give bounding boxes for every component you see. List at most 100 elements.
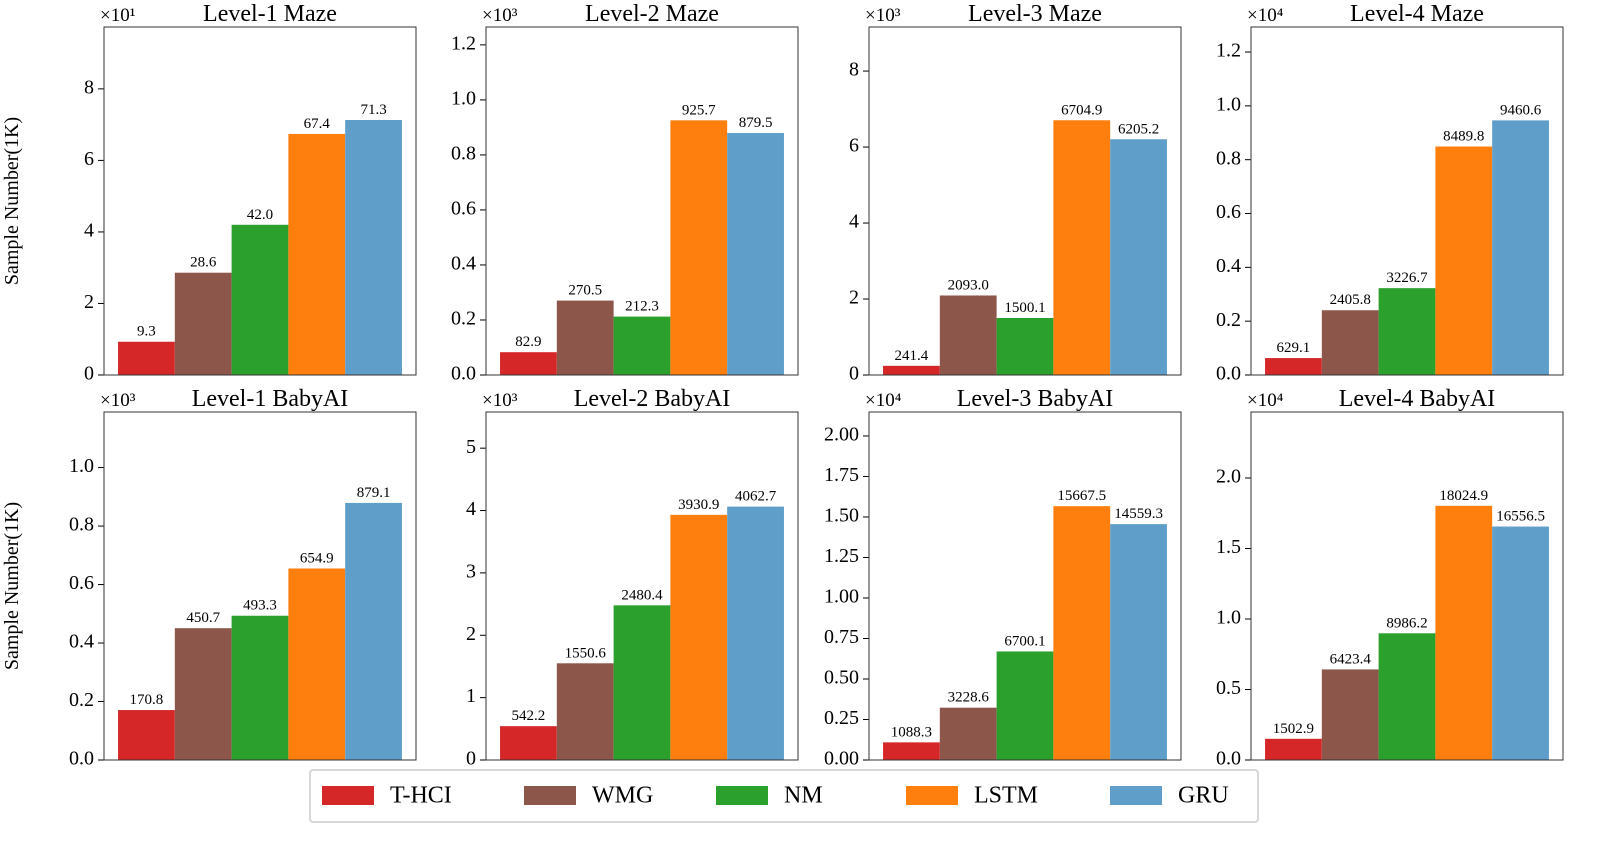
y-tick-label: 8: [84, 76, 94, 98]
bar: [613, 316, 671, 375]
axis-multiplier: ×10¹: [100, 5, 136, 26]
y-tick-label: 1.2: [451, 32, 476, 54]
plot-frame: [103, 411, 417, 761]
y-axis-label: Sample Number(1K): [1, 117, 23, 285]
value-label: 270.5: [568, 283, 602, 299]
bar: [727, 506, 784, 760]
value-label: 9.3: [137, 324, 156, 340]
y-tick-label: 0.8: [69, 514, 94, 536]
bar: [174, 272, 232, 375]
value-label: 28.6: [190, 255, 217, 271]
y-tick-label: 0.0: [1216, 748, 1241, 770]
y-tick-label: 3: [466, 560, 476, 582]
bar: [231, 615, 289, 760]
y-tick-label: 2: [84, 291, 94, 313]
chart-title: Level-4 Maze: [1350, 1, 1484, 27]
value-label: 2480.4: [621, 587, 663, 603]
value-label: 212.3: [625, 299, 659, 315]
chart-title: Level-4 BabyAI: [1339, 386, 1496, 412]
y-tick-label: 1: [466, 685, 476, 707]
plot-frame: [485, 411, 799, 761]
value-label: 629.1: [1277, 340, 1311, 356]
value-label: 241.4: [895, 348, 929, 364]
value-label: 3226.7: [1386, 270, 1428, 286]
value-label: 9460.6: [1500, 102, 1542, 118]
y-axis-label: Sample Number(1K): [1, 502, 23, 670]
value-label: 6704.9: [1061, 102, 1102, 118]
bar: [288, 568, 346, 760]
bar: [939, 707, 997, 760]
plot-frame: [868, 411, 1182, 761]
y-tick-label: 0: [84, 363, 94, 385]
value-label: 16556.5: [1496, 509, 1545, 525]
y-tick-label: 1.25: [824, 545, 859, 567]
y-tick-label: 1.50: [824, 505, 859, 527]
bar: [939, 295, 997, 375]
chart-title: Level-2 Maze: [585, 1, 719, 27]
value-label: 1088.3: [891, 724, 932, 740]
value-label: 3228.6: [948, 690, 990, 706]
y-tick-label: 0.4: [69, 631, 94, 653]
value-label: 4062.7: [735, 489, 777, 505]
bar: [1053, 120, 1111, 375]
y-tick-label: 1.5: [1216, 536, 1241, 558]
bar: [1265, 358, 1322, 375]
chart-title: Level-1 Maze: [203, 1, 337, 27]
bar: [670, 514, 728, 760]
y-tick-label: 0.0: [451, 363, 476, 385]
bar: [1265, 738, 1322, 760]
bar: [1110, 139, 1167, 375]
y-tick-label: 1.75: [824, 464, 859, 486]
bar: [118, 710, 175, 760]
y-tick-label: 0.8: [451, 143, 476, 165]
bar: [1435, 505, 1493, 760]
axis-multiplier: ×10³: [100, 390, 136, 411]
value-label: 67.4: [304, 116, 331, 132]
value-label: 71.3: [360, 102, 386, 118]
y-tick-label: 0.8: [1216, 147, 1241, 169]
y-tick-label: 0: [849, 363, 859, 385]
legend-label: WMG: [592, 783, 653, 809]
y-tick-label: 0.50: [824, 667, 859, 689]
bar: [1053, 506, 1111, 760]
legend-swatch: [524, 786, 576, 805]
legend-label: T-HCI: [390, 783, 452, 809]
plot-frame: [868, 26, 1182, 376]
bar: [613, 605, 671, 760]
legend-swatch: [906, 786, 958, 805]
y-tick-label: 1.00: [824, 586, 859, 608]
value-label: 15667.5: [1057, 488, 1106, 504]
y-tick-label: 0.2: [69, 689, 94, 711]
value-label: 6700.1: [1004, 633, 1045, 649]
y-tick-label: 0: [466, 748, 476, 770]
y-tick-label: 0.2: [451, 308, 476, 330]
value-label: 170.8: [130, 692, 164, 708]
value-label: 42.0: [247, 207, 273, 223]
value-label: 14559.3: [1114, 506, 1163, 522]
y-tick-label: 4: [466, 498, 476, 520]
bar: [556, 663, 614, 760]
y-tick-label: 0.0: [1216, 363, 1241, 385]
plot-frame: [485, 26, 799, 376]
y-tick-label: 0.4: [1216, 255, 1241, 277]
y-tick-label: 2: [466, 623, 476, 645]
value-label: 1502.9: [1273, 721, 1314, 737]
legend-swatch: [322, 786, 374, 805]
bar: [500, 352, 557, 375]
bar: [288, 133, 346, 375]
value-label: 6423.4: [1330, 651, 1372, 667]
bar: [500, 726, 557, 760]
y-tick-label: 0.6: [1216, 201, 1241, 223]
bar: [118, 341, 175, 375]
plot-frame: [103, 26, 417, 376]
axis-multiplier: ×10⁴: [1247, 390, 1284, 411]
value-label: 542.2: [512, 708, 546, 724]
value-label: 450.7: [186, 610, 220, 626]
y-tick-label: 4: [849, 211, 859, 233]
bar: [1492, 120, 1549, 375]
value-label: 82.9: [515, 334, 541, 350]
axis-multiplier: ×10³: [865, 5, 901, 26]
value-label: 1500.1: [1004, 300, 1045, 316]
y-tick-label: 1.0: [451, 87, 476, 109]
